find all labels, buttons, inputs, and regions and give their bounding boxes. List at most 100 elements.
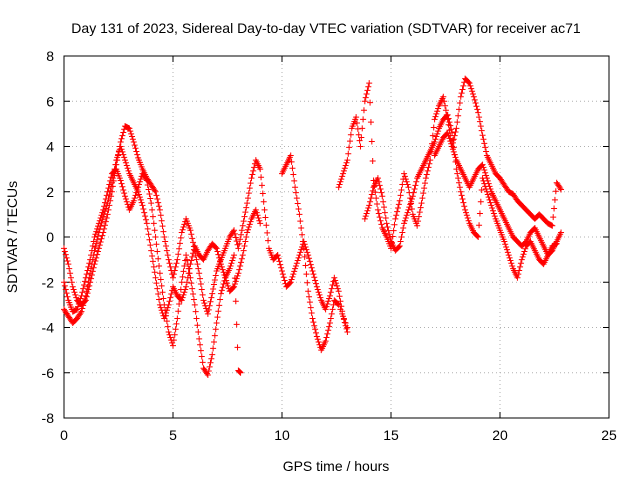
data-point — [298, 224, 305, 231]
data-point — [368, 138, 375, 145]
data-point — [101, 203, 108, 210]
data-point — [114, 154, 121, 161]
data-point — [95, 223, 102, 230]
data-point — [161, 234, 168, 240]
data-point — [80, 285, 87, 292]
data-point — [190, 296, 197, 303]
data-point — [157, 276, 164, 283]
data-point — [143, 177, 150, 184]
data-point — [115, 151, 122, 158]
data-point — [263, 222, 270, 229]
data-point — [150, 220, 157, 227]
data-point — [134, 151, 141, 158]
data-point — [292, 262, 299, 269]
y-axis-label: SDTVAR / TECUs — [4, 181, 20, 293]
data-point — [340, 167, 347, 174]
data-point — [341, 165, 348, 172]
data-point — [166, 298, 173, 305]
data-point — [237, 369, 244, 376]
data-point — [397, 238, 404, 245]
data-point — [77, 295, 84, 302]
data-point — [231, 281, 238, 288]
data-point — [291, 268, 298, 275]
data-point — [248, 175, 255, 182]
data-point — [62, 251, 69, 258]
data-point — [163, 312, 170, 319]
data-point — [288, 276, 295, 283]
data-point — [346, 144, 353, 151]
data-point — [340, 170, 347, 177]
data-point — [181, 289, 188, 296]
data-point — [378, 189, 385, 196]
data-point — [84, 283, 91, 290]
data-point — [215, 251, 222, 258]
data-point — [477, 198, 484, 205]
data-point — [399, 229, 406, 236]
data-point — [74, 303, 81, 310]
data-point — [380, 198, 387, 205]
data-point — [468, 85, 475, 92]
data-point — [129, 133, 136, 140]
data-point — [147, 195, 154, 202]
data-point — [338, 303, 345, 310]
data-point — [338, 176, 345, 183]
data-point — [195, 329, 202, 336]
data-point — [374, 175, 381, 182]
data-point — [362, 213, 369, 220]
data-point — [212, 244, 219, 251]
data-point — [522, 245, 529, 252]
data-point — [484, 177, 491, 184]
data-point — [233, 321, 240, 328]
data-point — [167, 294, 174, 301]
data-point — [449, 143, 456, 150]
data-point — [308, 310, 315, 317]
data-point — [293, 195, 300, 202]
data-point — [155, 199, 162, 206]
data-point — [477, 123, 484, 130]
data-point — [145, 186, 152, 193]
data-point — [482, 169, 489, 176]
data-point — [127, 128, 134, 135]
data-point — [88, 252, 95, 259]
data-point — [75, 300, 82, 307]
data-point — [313, 333, 320, 340]
data-point — [316, 291, 323, 298]
data-point — [165, 256, 172, 263]
data-point — [520, 251, 527, 258]
data-point — [103, 192, 110, 199]
data-point — [465, 79, 472, 86]
data-point — [309, 267, 316, 274]
data-point — [136, 194, 143, 201]
data-point — [475, 234, 482, 240]
data-point — [261, 206, 268, 213]
data-point — [180, 291, 187, 298]
data-point — [101, 222, 108, 229]
data-point — [459, 195, 466, 202]
data-point — [406, 204, 413, 211]
data-point — [378, 221, 385, 228]
y-tick-label: 0 — [46, 229, 54, 245]
data-points — [61, 75, 565, 379]
data-point — [63, 290, 70, 297]
data-point — [287, 279, 294, 286]
data-point — [440, 93, 447, 100]
data-point — [363, 210, 370, 217]
data-point — [148, 247, 155, 254]
data-point — [165, 329, 172, 336]
data-point — [61, 245, 67, 252]
data-point — [79, 305, 86, 312]
data-point — [137, 196, 144, 203]
x-axis-label: GPS time / hours — [283, 458, 390, 474]
data-point — [189, 235, 196, 242]
data-point — [172, 326, 179, 333]
data-point — [508, 260, 515, 267]
data-point — [203, 305, 210, 312]
data-point — [238, 227, 245, 234]
data-point — [347, 138, 354, 145]
data-point — [150, 263, 157, 270]
data-point — [64, 293, 71, 300]
data-point — [491, 213, 498, 220]
axes: 0 5 10 15 20 25 -8 -6 -4 -2 0 2 4 6 8 — [42, 48, 617, 443]
data-point — [377, 217, 384, 224]
data-point — [246, 185, 253, 192]
